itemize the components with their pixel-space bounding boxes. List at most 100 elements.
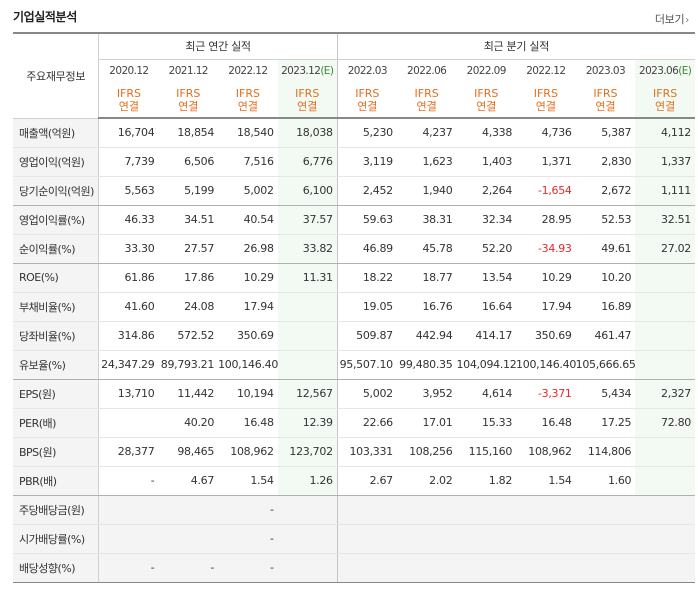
table-row: 당기순이익(억원) 5,563 5,199 5,002 6,100 2,452 1,940 2… (13, 176, 695, 206)
table-cell (635, 437, 695, 467)
table-cell: 1.60 (575, 466, 636, 496)
table-cell: 12,567 (277, 379, 338, 409)
table-cell: 17.01 (396, 408, 457, 438)
row-label: 유보율(%) (13, 350, 100, 380)
annual-group-header: 최근 연간 실적 (98, 32, 338, 60)
table-cell: 22.66 (337, 408, 397, 438)
ifrs-badge: IFRS 연결 (218, 82, 278, 119)
row-header-label: 주요재무정보 (13, 32, 100, 119)
table-cell (337, 553, 397, 583)
table-cell: 17.86 (158, 263, 219, 293)
table-cell: 2.67 (337, 466, 397, 496)
table-cell: 10,194 (218, 379, 278, 409)
table-cell (277, 292, 338, 322)
table-cell: 1,371 (516, 147, 576, 177)
row-label: ROE(%) (13, 263, 100, 293)
table-row: 영업이익(억원) 7,739 6,506 7,516 6,776 3,119 1,623 1,… (13, 147, 695, 177)
ifrs-label: IFRS (116, 86, 142, 100)
ifrs-label: IFRS (474, 86, 499, 100)
table-cell: 6,100 (277, 176, 338, 206)
period-header: 2022.03 (337, 59, 397, 82)
more-link[interactable]: 더보기› (655, 11, 689, 27)
row-label: 주당배당금(원) (13, 495, 100, 525)
table-cell: 350.69 (218, 321, 278, 351)
table-cell: 108,962 (218, 437, 278, 467)
table-cell: 11,442 (158, 379, 219, 409)
table-cell: 33.82 (277, 234, 338, 264)
table-cell: - (218, 553, 278, 583)
table-row: EPS(원) 13,710 11,442 10,194 12,567 5,002 3,952… (13, 379, 695, 409)
table-cell (635, 524, 695, 554)
period-header: 2021.12 (158, 59, 218, 82)
table-cell: 5,563 (98, 176, 159, 206)
row-label: 배당성향(%) (13, 553, 100, 583)
table-cell: 108,256 (396, 437, 457, 467)
table-cell: 17.94 (516, 292, 576, 322)
row-label: 당좌비율(%) (13, 321, 100, 351)
table-cell (396, 524, 457, 554)
table-cell (575, 495, 636, 525)
table-cell: 4,338 (456, 118, 517, 148)
table-cell (98, 408, 159, 438)
consolidated-label: 연결 (654, 99, 676, 113)
table-cell: 18,540 (218, 118, 278, 148)
table-cell: - (158, 553, 219, 583)
quarter-group-header: 최근 분기 실적 (337, 32, 695, 60)
table-cell: 442.94 (396, 321, 457, 351)
table-cell: -34.93 (516, 234, 576, 264)
consolidated-label: 연결 (476, 99, 497, 113)
period-header: 2022.09 (456, 59, 516, 82)
table-cell: 49.61 (575, 234, 636, 264)
table-cell (396, 495, 457, 525)
table-cell (516, 553, 576, 583)
table-cell: 100,146.40 (218, 350, 278, 380)
table-cell: 114,806 (575, 437, 636, 467)
consolidated-label: 연결 (535, 99, 556, 113)
ifrs-label: IFRS (355, 86, 380, 100)
table-cell (516, 524, 576, 554)
table-cell: 24.08 (158, 292, 219, 322)
ifrs-badge: IFRS 연결 (575, 82, 636, 119)
table-cell: 41.60 (98, 292, 159, 322)
table-cell (277, 524, 338, 554)
ifrs-badge: IFRS 연결 (337, 82, 397, 119)
table-cell (456, 553, 517, 583)
row-label: 매출액(억원) (13, 118, 100, 148)
table-cell: 1,111 (635, 176, 695, 206)
table-cell (277, 350, 338, 380)
period-date: 2022.03 (347, 64, 388, 77)
table-cell: 509.87 (337, 321, 397, 351)
period-date: 2022.09 (466, 64, 507, 77)
table-cell: 6,776 (277, 147, 338, 177)
table-cell: - (98, 466, 159, 496)
table-cell: 5,387 (575, 118, 636, 148)
consolidated-label: 연결 (118, 99, 140, 113)
table-row: 순이익률(%) 33.30 27.57 26.98 33.82 46.89 45.78 52.… (13, 234, 695, 264)
table-row: 시가배당률(%) - (13, 524, 695, 554)
period-header: 2020.12 (99, 59, 159, 82)
table-cell: 5,002 (337, 379, 397, 409)
table-cell: 61.86 (98, 263, 159, 293)
table-cell: 13.54 (456, 263, 517, 293)
table-cell: 24,347.29 (98, 350, 159, 380)
table-cell: 108,962 (516, 437, 576, 467)
table-cell (635, 466, 695, 496)
table-cell: 7,516 (218, 147, 278, 177)
table-cell (277, 321, 338, 351)
table-cell: 5,230 (337, 118, 397, 148)
financial-table: 주요재무정보 최근 연간 실적 최근 분기 실적 2020.12 2021.12 2… (13, 32, 695, 583)
section-header: 기업실적분석 더보기› (0, 0, 698, 32)
table-cell: 100,146.40 (516, 350, 576, 380)
table-cell: 5,002 (218, 176, 278, 206)
table-cell: 40.20 (158, 408, 219, 438)
period-header: 2023.03 (576, 59, 636, 82)
row-label: 당기순이익(억원) (13, 176, 100, 206)
table-row: 부채비율(%) 41.60 24.08 17.94 19.05 16.76 16.64 17.… (13, 292, 695, 322)
period-date: 2020.12 (109, 64, 149, 77)
table-cell: 32.34 (456, 205, 517, 235)
table-cell: 2.02 (396, 466, 457, 496)
table-cell (575, 553, 636, 583)
ifrs-label: IFRS (533, 86, 558, 100)
table-cell: 17.94 (218, 292, 278, 322)
table-cell: 105,666.65 (575, 350, 636, 380)
